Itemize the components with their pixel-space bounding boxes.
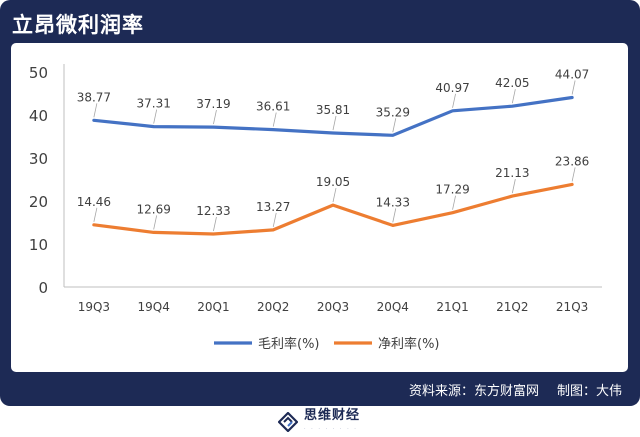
data-label-leader [392, 118, 397, 133]
data-label-leader [511, 89, 516, 104]
data-label: 23.86 [555, 154, 589, 168]
x-tick-label: 21Q2 [496, 300, 528, 314]
data-label-leader [93, 207, 98, 222]
data-label: 12.69 [136, 202, 170, 216]
y-tick-label: 20 [29, 193, 48, 211]
y-tick-label: 40 [29, 107, 48, 125]
data-label: 35.29 [376, 105, 410, 119]
y-tick-label: 10 [29, 236, 48, 254]
data-label: 12.33 [196, 204, 230, 218]
data-label-leader [332, 115, 337, 131]
x-tick-label: 20Q4 [377, 300, 409, 314]
legend-label: 净利率(%) [378, 336, 440, 352]
logo-icon [278, 412, 298, 432]
data-label-leader [93, 103, 98, 118]
x-tick-label: 20Q1 [197, 300, 229, 314]
data-label-leader [511, 179, 516, 194]
data-label: 21.13 [495, 166, 529, 180]
data-label: 37.31 [136, 97, 170, 111]
data-label: 19.05 [316, 175, 350, 189]
data-label-leader [332, 188, 337, 203]
data-label-leader [153, 109, 158, 124]
data-label: 13.27 [256, 200, 290, 214]
data-label-leader [213, 109, 217, 125]
y-tick-label: 50 [29, 64, 48, 82]
source-note: 资料来源：东方财富网 制图：大伟 [391, 380, 622, 399]
data-label-leader [571, 80, 576, 95]
data-label-leader [571, 167, 576, 182]
data-label: 38.77 [77, 90, 111, 104]
x-tick-label: 19Q3 [78, 300, 110, 314]
data-label-leader [392, 208, 397, 223]
chart-card [11, 43, 628, 372]
legend-label: 毛利率(%) [258, 336, 320, 352]
author-text: 制图：大伟 [556, 384, 622, 399]
y-tick-label: 0 [38, 279, 48, 297]
data-label: 44.07 [555, 67, 589, 81]
chart-title: 立昂微利润率 [12, 13, 144, 37]
data-label-leader [452, 93, 456, 108]
profit-margin-chart: 0 10 20 30 40 50 19Q3 19Q4 20Q1 20Q2 20Q3 20Q4 21Q1 2… [29, 64, 602, 352]
data-label-leader [452, 195, 456, 210]
data-label: 17.29 [435, 183, 469, 197]
x-tick-label: 20Q2 [257, 300, 289, 314]
data-label: 14.33 [376, 195, 410, 209]
data-label: 35.81 [316, 103, 350, 117]
x-tick-label: 21Q1 [436, 300, 468, 314]
source-text: 资料来源：东方财富网 [408, 384, 539, 399]
data-label: 37.19 [196, 97, 230, 111]
series-line-1 [92, 95, 574, 137]
x-tick-label: 19Q4 [137, 300, 169, 314]
brand-name: 思维财经 · · · · · · · · [304, 407, 361, 432]
data-label: 40.97 [435, 81, 469, 95]
data-label-leader [272, 212, 277, 228]
data-label: 36.61 [256, 100, 290, 114]
data-label-leader [213, 216, 217, 232]
brand-logo: 思维财经 · · · · · · · · [278, 407, 361, 434]
series-line-2 [92, 182, 574, 236]
x-tick-label: 20Q3 [317, 300, 349, 314]
data-label: 14.46 [77, 195, 111, 209]
data-label-leader [153, 215, 158, 230]
y-tick-label: 30 [29, 150, 48, 168]
chart-frame: 立昂微利润率 资料来源：东方财富网 制图：大伟 [0, 0, 640, 406]
data-label: 42.05 [495, 76, 529, 90]
x-tick-label: 21Q3 [556, 300, 588, 314]
data-label-leader [272, 112, 277, 127]
